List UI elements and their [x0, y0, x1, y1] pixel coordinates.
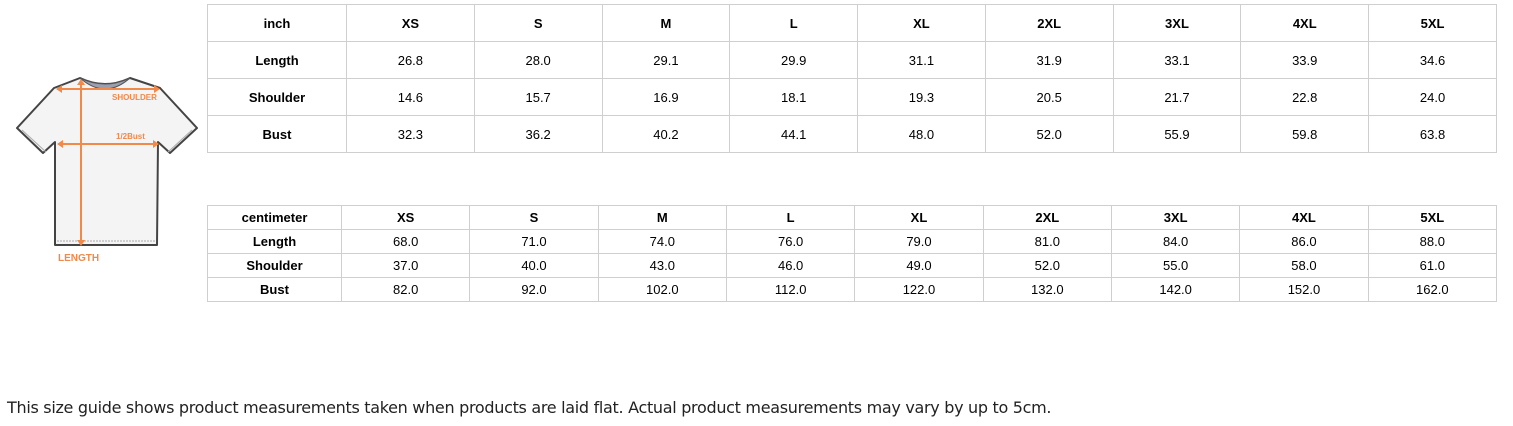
measurement-cell: 55.9 [1112, 115, 1242, 153]
table-row: Bust 82.0 92.0 102.0 112.0 122.0 132.0 142.0 152… [207, 277, 1498, 302]
measurement-cell: 74.0 [597, 229, 727, 254]
measurement-cell: 132.0 [982, 277, 1112, 302]
measurement-cell: 82.0 [340, 277, 471, 302]
size-header-cell: XL [857, 4, 986, 42]
table-row: Bust 32.3 36.2 40.2 44.1 48.0 52.0 55.9 59.8 63.8 [207, 115, 1497, 153]
measurement-cell: 55.0 [1110, 253, 1241, 278]
table-row: Shoulder 14.6 15.7 16.9 18.1 19.3 20.5 21.7 22.8… [207, 78, 1497, 116]
measurement-cell: 29.1 [601, 41, 731, 79]
row-label-cell: Bust [207, 115, 347, 153]
measurement-cell: 61.0 [1367, 253, 1498, 278]
measurement-cell: 29.9 [729, 41, 859, 79]
table-header-row: inch XS S M L XL 2XL 3XL 4XL 5XL [207, 4, 1497, 42]
measurement-cell: 40.2 [601, 115, 731, 153]
row-label-cell: centimeter [207, 205, 342, 230]
measurement-cell: 43.0 [597, 253, 727, 278]
measurement-cell: 20.5 [984, 78, 1114, 116]
length-label: LENGTH [58, 253, 99, 264]
size-header-cell: 2XL [982, 205, 1112, 230]
measurement-cell: 58.0 [1239, 253, 1369, 278]
measurement-cell: 162.0 [1367, 277, 1498, 302]
bust-label: 1/2Bust [116, 132, 145, 141]
measurement-cell: 152.0 [1239, 277, 1369, 302]
measurement-cell: 44.1 [729, 115, 859, 153]
table-row: Length 68.0 71.0 74.0 76.0 79.0 81.0 84.0 86.0 88… [207, 229, 1498, 254]
measurement-cell: 59.8 [1240, 115, 1370, 153]
measurement-cell: 18.1 [729, 78, 859, 116]
table-header-row: centimeter XS S M L XL 2XL 3XL 4XL 5XL [207, 205, 1498, 230]
row-label-cell: Shoulder [207, 78, 347, 116]
shoulder-label: SHOULDER [112, 93, 157, 102]
measurement-cell: 33.1 [1112, 41, 1242, 79]
measurement-cell: 79.0 [854, 229, 984, 254]
row-label-cell: Shoulder [207, 253, 342, 278]
measurement-cell: 31.1 [857, 41, 986, 79]
measurement-cell: 34.6 [1368, 41, 1497, 79]
size-header-cell: 4XL [1239, 205, 1369, 230]
measurement-cell: 84.0 [1110, 229, 1241, 254]
measurement-cell: 86.0 [1239, 229, 1369, 254]
size-header-cell: S [473, 4, 603, 42]
measurement-cell: 40.0 [469, 253, 599, 278]
measurement-cell: 49.0 [854, 253, 984, 278]
size-header-cell: XS [346, 4, 475, 42]
measurement-cell: 14.6 [346, 78, 475, 116]
measurement-cell: 26.8 [346, 41, 475, 79]
size-guide-note: This size guide shows product measuremen… [7, 398, 1052, 417]
measurement-cell: 32.3 [346, 115, 475, 153]
measurement-cell: 48.0 [857, 115, 986, 153]
tshirt-outline-icon [16, 77, 198, 246]
size-header-cell: M [597, 205, 727, 230]
measurement-cell: 68.0 [340, 229, 471, 254]
measurement-cell: 76.0 [725, 229, 856, 254]
measurement-cell: 63.8 [1368, 115, 1497, 153]
measurement-cell: 37.0 [340, 253, 471, 278]
measurement-cell: 102.0 [597, 277, 727, 302]
size-header-cell: 3XL [1110, 205, 1241, 230]
measurement-cell: 46.0 [725, 253, 856, 278]
measurement-cell: 71.0 [469, 229, 599, 254]
measurement-cell: 22.8 [1240, 78, 1370, 116]
row-label-cell: inch [207, 4, 347, 42]
measurement-cell: 19.3 [857, 78, 986, 116]
measurement-cell: 112.0 [725, 277, 856, 302]
size-header-cell: 5XL [1367, 205, 1498, 230]
measurement-cell: 52.0 [984, 115, 1114, 153]
size-header-cell: 4XL [1240, 4, 1370, 42]
measurement-cell: 142.0 [1110, 277, 1241, 302]
measurement-cell: 81.0 [982, 229, 1112, 254]
measurement-cell: 88.0 [1367, 229, 1498, 254]
table-row: Length 26.8 28.0 29.1 29.9 31.1 31.9 33.1 33.9 34… [207, 41, 1497, 79]
size-header-cell: 3XL [1112, 4, 1242, 42]
size-header-cell: S [469, 205, 599, 230]
inch-size-table: inch XS S M L XL 2XL 3XL 4XL 5XL Length 26.8 28.0 29.… [207, 4, 1497, 153]
measurement-cell: 24.0 [1368, 78, 1497, 116]
size-header-cell: L [729, 4, 859, 42]
measurement-cell: 16.9 [601, 78, 731, 116]
size-header-cell: XL [854, 205, 984, 230]
size-header-cell: 5XL [1368, 4, 1497, 42]
tshirt-measurement-diagram: SHOULDER 1/2Bust LENGTH [0, 60, 210, 270]
centimeter-size-table: centimeter XS S M L XL 2XL 3XL 4XL 5XL Length 68.0 7… [207, 205, 1498, 302]
measurement-cell: 92.0 [469, 277, 599, 302]
table-row: Shoulder 37.0 40.0 43.0 46.0 49.0 52.0 55.0 58.0… [207, 253, 1498, 278]
measurement-cell: 31.9 [984, 41, 1114, 79]
measurement-cell: 15.7 [473, 78, 603, 116]
size-header-cell: 2XL [984, 4, 1114, 42]
size-header-cell: XS [340, 205, 471, 230]
size-header-cell: M [601, 4, 731, 42]
row-label-cell: Length [207, 229, 342, 254]
row-label-cell: Length [207, 41, 347, 79]
size-header-cell: L [725, 205, 856, 230]
measurement-cell: 33.9 [1240, 41, 1370, 79]
measurement-cell: 122.0 [854, 277, 984, 302]
measurement-cell: 52.0 [982, 253, 1112, 278]
row-label-cell: Bust [207, 277, 342, 302]
measurement-cell: 28.0 [473, 41, 603, 79]
measurement-cell: 36.2 [473, 115, 603, 153]
measurement-cell: 21.7 [1112, 78, 1242, 116]
